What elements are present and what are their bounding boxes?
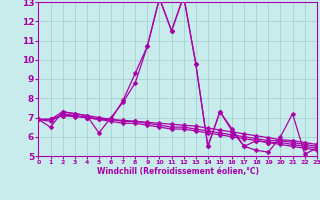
X-axis label: Windchill (Refroidissement éolien,°C): Windchill (Refroidissement éolien,°C): [97, 167, 259, 176]
